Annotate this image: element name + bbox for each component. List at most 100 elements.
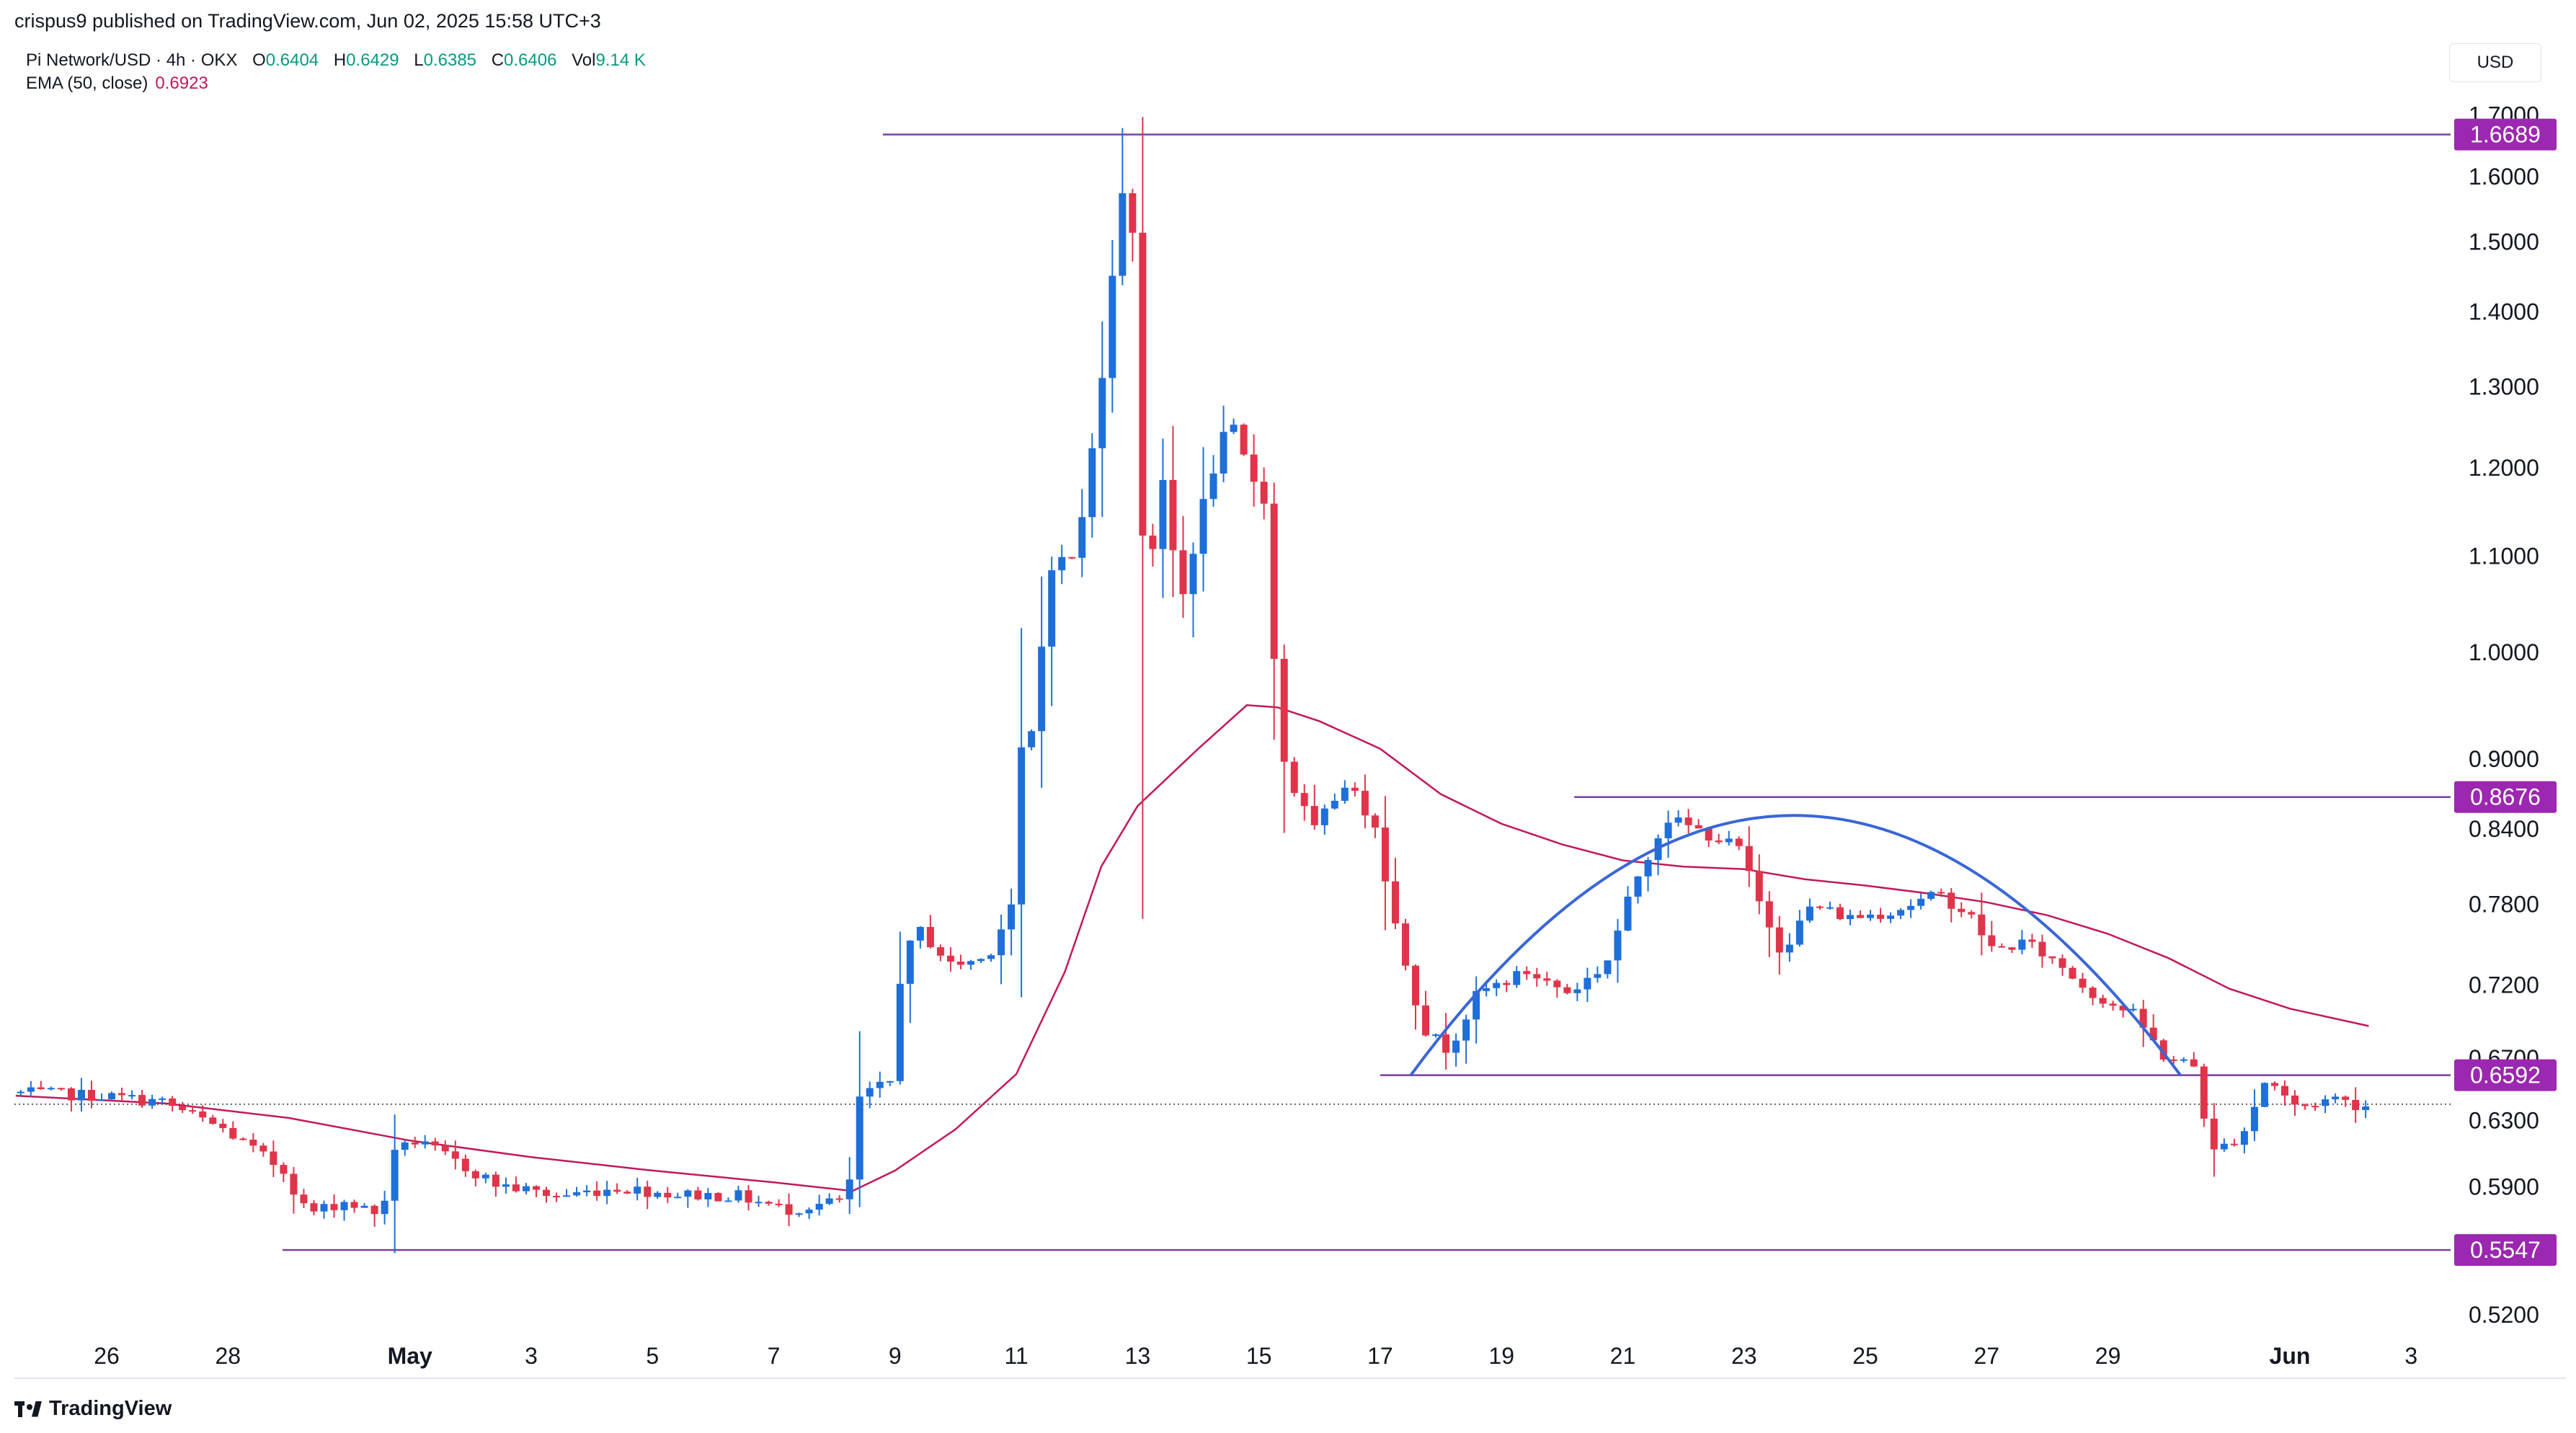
bearish-candle xyxy=(189,1110,197,1112)
bullish-candle xyxy=(1048,570,1056,647)
time-tick-label: 11 xyxy=(1004,1343,1028,1369)
bullish-candle xyxy=(998,929,1005,956)
bearish-candle xyxy=(1765,901,1773,928)
bearish-candle xyxy=(239,1138,247,1140)
bullish-candle xyxy=(108,1093,116,1100)
bullish-candle xyxy=(977,959,985,962)
ohlc-legend-row[interactable]: Pi Network/USD · 4h · OKX O0.6404 H0.642… xyxy=(26,49,646,72)
bullish-candle xyxy=(1331,800,1338,809)
bullish-candle xyxy=(1795,920,1803,945)
bearish-candle xyxy=(2352,1099,2360,1111)
bearish-candle xyxy=(1947,892,1955,909)
bullish-candle xyxy=(755,1202,763,1204)
bearish-candle xyxy=(1260,482,1268,504)
bullish-candle xyxy=(583,1190,591,1193)
bearish-candle xyxy=(2069,967,2077,979)
bullish-candle xyxy=(1493,982,1501,988)
bearish-candle xyxy=(2058,958,2066,968)
currency-button[interactable]: USD xyxy=(2449,43,2541,82)
bearish-candle xyxy=(492,1174,499,1187)
price-tick-label: 0.7800 xyxy=(2469,891,2539,917)
bearish-candle xyxy=(2291,1095,2299,1105)
price-tick-label: 1.2000 xyxy=(2469,455,2539,481)
bullish-candle xyxy=(563,1195,571,1197)
level-badge-label: 1.6689 xyxy=(2470,122,2541,148)
high-key: H xyxy=(333,50,347,70)
bearish-candle xyxy=(1442,1034,1450,1053)
high-value: 0.6429 xyxy=(346,50,399,70)
bearish-candle xyxy=(1715,840,1723,843)
price-axis[interactable]: 1.70001.60001.50001.40001.30001.20001.10… xyxy=(2469,102,2539,1328)
bearish-candle xyxy=(1755,871,1763,902)
bullish-candle xyxy=(1058,556,1066,571)
bullish-candle xyxy=(47,1088,55,1090)
bullish-candle xyxy=(1785,944,1793,953)
bullish-candle xyxy=(2260,1083,2268,1107)
bearish-candle xyxy=(765,1202,773,1204)
level-badge xyxy=(2454,781,2557,813)
bearish-candle xyxy=(179,1106,187,1111)
time-tick-label: 9 xyxy=(889,1343,902,1369)
ema-line xyxy=(15,704,2369,1192)
bullish-candle xyxy=(1826,907,1834,909)
bullish-candle xyxy=(1230,425,1238,432)
level-badge-label: 0.8676 xyxy=(2470,784,2541,810)
bearish-candle xyxy=(209,1117,217,1124)
time-axis[interactable]: 26 28 May 3 5 7 9 11 13 15 17 19 21 23 25 27 29 Jun 3 xyxy=(94,1343,2417,1369)
rounding-top-arc xyxy=(1409,814,2182,1077)
bullish-candle xyxy=(17,1091,25,1093)
price-tick-label: 1.0000 xyxy=(2469,639,2539,665)
tradingview-logo[interactable]: TradingView xyxy=(14,1397,172,1421)
bearish-candle xyxy=(1937,892,1945,894)
bearish-candle xyxy=(835,1198,843,1200)
bearish-candle xyxy=(1735,838,1743,846)
bullish-candle xyxy=(1008,904,1016,930)
bullish-candle xyxy=(1897,910,1905,916)
bearish-candle xyxy=(1533,974,1541,979)
bullish-candle xyxy=(1644,860,1652,877)
bearish-candle xyxy=(461,1158,469,1171)
bearish-candle xyxy=(593,1190,601,1197)
bearish-candle xyxy=(2139,1008,2147,1028)
bullish-candle xyxy=(2332,1096,2340,1100)
bearish-candle xyxy=(1968,912,1976,915)
ema-legend-row[interactable]: EMA (50, close) 0.6923 xyxy=(26,72,646,95)
bearish-candle xyxy=(1422,1005,1430,1036)
bearish-candle xyxy=(1270,503,1278,659)
price-tick-label: 0.5900 xyxy=(2469,1174,2539,1199)
bearish-candle xyxy=(229,1127,237,1139)
rounding-top-arc-path xyxy=(1409,814,2182,1077)
bearish-candle xyxy=(2200,1066,2208,1119)
bullish-candle xyxy=(674,1197,682,1199)
bullish-candle xyxy=(1088,448,1096,518)
bearish-candle xyxy=(37,1087,45,1089)
bearish-candle xyxy=(1371,815,1379,828)
symbol-title[interactable]: Pi Network/USD · 4h · OKX xyxy=(26,50,238,70)
bearish-candle xyxy=(1361,791,1369,816)
bearish-candle xyxy=(946,955,954,962)
bearish-candle xyxy=(2048,956,2056,959)
time-tick-label: 19 xyxy=(1488,1343,1514,1369)
bullish-candle xyxy=(2220,1143,2228,1150)
bullish-candle xyxy=(1098,378,1106,448)
bearish-candle xyxy=(1705,828,1713,841)
bearish-candle xyxy=(2119,1006,2127,1011)
bearish-candle xyxy=(2280,1086,2288,1096)
bearish-candle xyxy=(1553,980,1561,988)
bullish-candle xyxy=(1432,1034,1440,1037)
time-tick-label: 3 xyxy=(2404,1343,2417,1369)
bullish-candle xyxy=(734,1190,742,1201)
bullish-candle xyxy=(522,1186,530,1192)
bullish-candle xyxy=(906,940,914,984)
level-badge xyxy=(2454,118,2557,151)
bullish-candle xyxy=(391,1150,399,1201)
bullish-candle xyxy=(1209,473,1217,500)
time-tick-label: 15 xyxy=(1246,1343,1272,1369)
bullish-candle xyxy=(1725,838,1733,843)
ema-value: 0.6923 xyxy=(155,74,208,93)
bullish-candle xyxy=(381,1200,388,1215)
bullish-candle xyxy=(866,1088,874,1097)
bullish-candle xyxy=(1119,193,1127,276)
